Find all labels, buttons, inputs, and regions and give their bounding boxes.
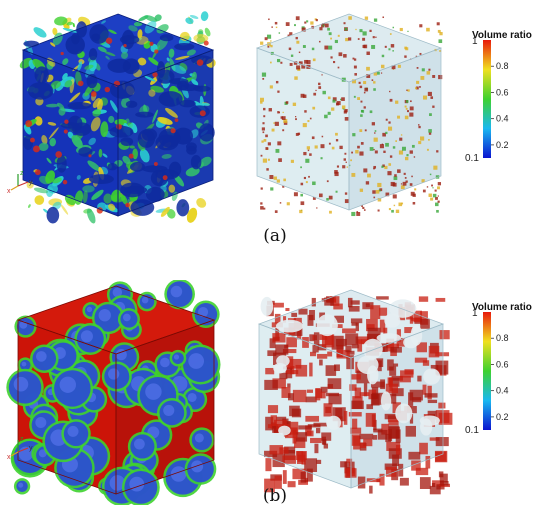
- colorbar-gradient: [483, 40, 491, 158]
- colorbar-gradient: [483, 312, 491, 430]
- panel-b: z y x Volume ratio 1 0.1 0.8 0.6 0.4 0.2 (b…: [0, 262, 550, 524]
- colorbar-tick-label: 0.2: [496, 140, 509, 150]
- solid-microstructure-cube-b: [6, 280, 221, 505]
- axis-z-label: z: [20, 170, 24, 177]
- colorbar-a: Volume ratio 1 0.1 0.8 0.6 0.4 0.2: [465, 30, 532, 164]
- colorbar-max-label: 1: [472, 308, 478, 319]
- axes-triad-a: z y x: [7, 170, 33, 195]
- transparent-microstructure-cube-b: [257, 289, 453, 495]
- colorbar-min-label: 0.1: [465, 425, 479, 436]
- axis-z-label: z: [20, 436, 24, 443]
- colorbar-tick-label: 0.2: [496, 412, 509, 422]
- colorbar-title: Volume ratio: [472, 302, 532, 313]
- colorbar-tick-label: 0.4: [496, 114, 509, 124]
- axis-y-label: y: [29, 445, 33, 452]
- colorbar-tick-label: 0.6: [496, 87, 509, 97]
- axis-x-label: x: [7, 454, 11, 461]
- cube-left-face: [257, 48, 349, 210]
- axis-x-label: x: [7, 188, 11, 195]
- axis-y-label: y: [29, 179, 33, 186]
- colorbar-min-label: 0.1: [465, 153, 479, 164]
- panel-caption-b: (b): [262, 486, 288, 506]
- panel-a: z y x Volume ratio 1 0.1 0.8 0.6 0.4 0.2 (a…: [7, 11, 532, 246]
- axes-triad-b: z y x: [7, 436, 33, 461]
- colorbar-max-label: 1: [472, 36, 478, 47]
- colorbar-tick-label: 0.6: [496, 359, 509, 369]
- transparent-microstructure-cube-a: [255, 13, 443, 217]
- colorbar-tick-label: 0.8: [496, 333, 509, 343]
- colorbar-b: Volume ratio 1 0.1 0.8 0.6 0.4 0.2: [465, 302, 532, 436]
- colorbar-tick-label: 0.4: [496, 386, 509, 396]
- panel-caption-a: (a): [263, 226, 287, 246]
- colorbar-tick-label: 0.8: [496, 61, 509, 71]
- colorbar-title: Volume ratio: [472, 30, 532, 41]
- solid-microstructure-cube-a: [19, 11, 216, 224]
